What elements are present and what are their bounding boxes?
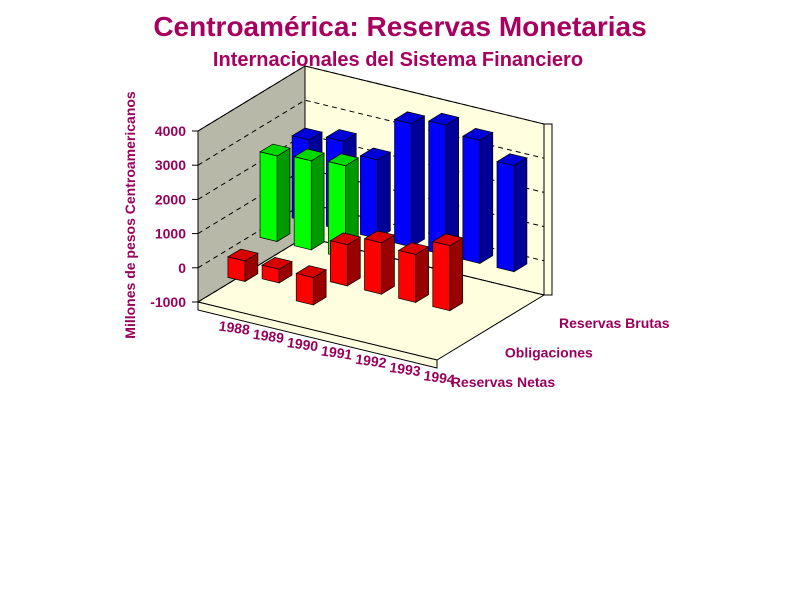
- x-tick-label: 1993: [389, 359, 422, 379]
- bar: [431, 233, 464, 312]
- bar-top-shade: [227, 249, 258, 262]
- bar: [327, 153, 360, 259]
- bar-front: [259, 151, 278, 242]
- bar-side-shade: [449, 237, 463, 311]
- bar: [295, 265, 328, 306]
- bar-side-shade: [411, 115, 425, 247]
- bar-side-shade: [381, 235, 395, 295]
- bar-top-shade: [398, 242, 429, 255]
- y-tick-label: 4000: [155, 123, 186, 139]
- bar: [427, 112, 460, 256]
- y-tick-label: 3000: [155, 157, 186, 173]
- bar-front: [398, 249, 417, 303]
- bar-side-shade: [277, 148, 290, 242]
- bar-top-shade: [330, 232, 361, 245]
- y-tick-label: 2000: [155, 191, 186, 207]
- bar-top-shade: [364, 230, 395, 243]
- y-tick-label: 1000: [155, 226, 186, 242]
- x-tick-label: 1991: [320, 342, 353, 362]
- bar: [359, 147, 392, 240]
- bar-front: [394, 119, 412, 248]
- bar-front: [330, 240, 348, 287]
- bar: [496, 153, 528, 273]
- bar-top-shade: [394, 111, 425, 124]
- right-edge: [543, 123, 553, 296]
- grid-line: [197, 65, 545, 132]
- bar: [227, 248, 259, 283]
- x-tick-label: 1992: [354, 351, 387, 371]
- legend-label: Obligaciones: [505, 345, 593, 361]
- bar-top-shade: [432, 233, 463, 246]
- bar: [397, 242, 430, 304]
- bar-front: [432, 241, 451, 312]
- bar: [293, 148, 325, 251]
- bar-front: [364, 238, 382, 295]
- bar-top-shade: [428, 113, 459, 126]
- chart-subtitle: Internacionales del Sistema Financiero: [213, 49, 583, 71]
- grid-line: [197, 236, 545, 303]
- x-tick-label: 1994: [423, 367, 456, 387]
- bar-side-shade: [345, 157, 359, 259]
- bar-side-shade: [313, 269, 327, 305]
- bar-front: [227, 256, 246, 282]
- bar: [461, 128, 494, 265]
- chart-title: Centroamérica: Reservas Monetarias: [153, 11, 646, 42]
- bar-side-shade: [311, 153, 325, 250]
- bar-front: [261, 264, 280, 284]
- floor-edge: [197, 301, 438, 369]
- bar-front: [496, 161, 515, 273]
- legend-label: Reservas Brutas: [559, 315, 670, 331]
- bar-front: [462, 135, 481, 264]
- x-tick-label: 1989: [252, 326, 285, 346]
- bar: [363, 230, 396, 295]
- bar-front: [360, 155, 378, 240]
- bar-top-shade: [360, 147, 391, 160]
- x-tick-label: 1988: [218, 318, 251, 338]
- bar-side-shade: [479, 132, 493, 264]
- bar-front: [295, 272, 314, 306]
- bar-side-shade: [445, 117, 459, 256]
- bar-front: [293, 156, 312, 251]
- bar-top-shade: [328, 153, 359, 166]
- bar: [393, 111, 426, 248]
- bar-top-shade: [496, 153, 527, 166]
- bar-side-shade: [245, 253, 258, 282]
- x-tick-label: 1990: [286, 334, 319, 354]
- bar-side-shade: [279, 261, 292, 283]
- bar-side-shade: [415, 246, 429, 303]
- y-tick-label: 0: [178, 260, 186, 276]
- y-tick-label: -1000: [150, 294, 186, 310]
- bar-top-shade: [262, 257, 292, 270]
- bar-side-shade: [347, 237, 361, 286]
- bar-side-shade: [514, 157, 527, 272]
- bar-top-shade: [292, 127, 323, 140]
- bar: [259, 143, 291, 243]
- bar: [261, 256, 293, 284]
- bar-side-shade: [377, 152, 391, 239]
- bar-top-shade: [260, 144, 290, 157]
- bar-top-shade: [296, 265, 327, 278]
- bar-top-shade: [294, 148, 325, 161]
- bar-top-shade: [462, 128, 493, 141]
- bar: [329, 232, 362, 287]
- legend-label: Reservas Netas: [451, 374, 556, 390]
- y-axis-label: Millones de pesos Centroamericanos: [122, 91, 138, 339]
- bar-top-shade: [326, 129, 357, 142]
